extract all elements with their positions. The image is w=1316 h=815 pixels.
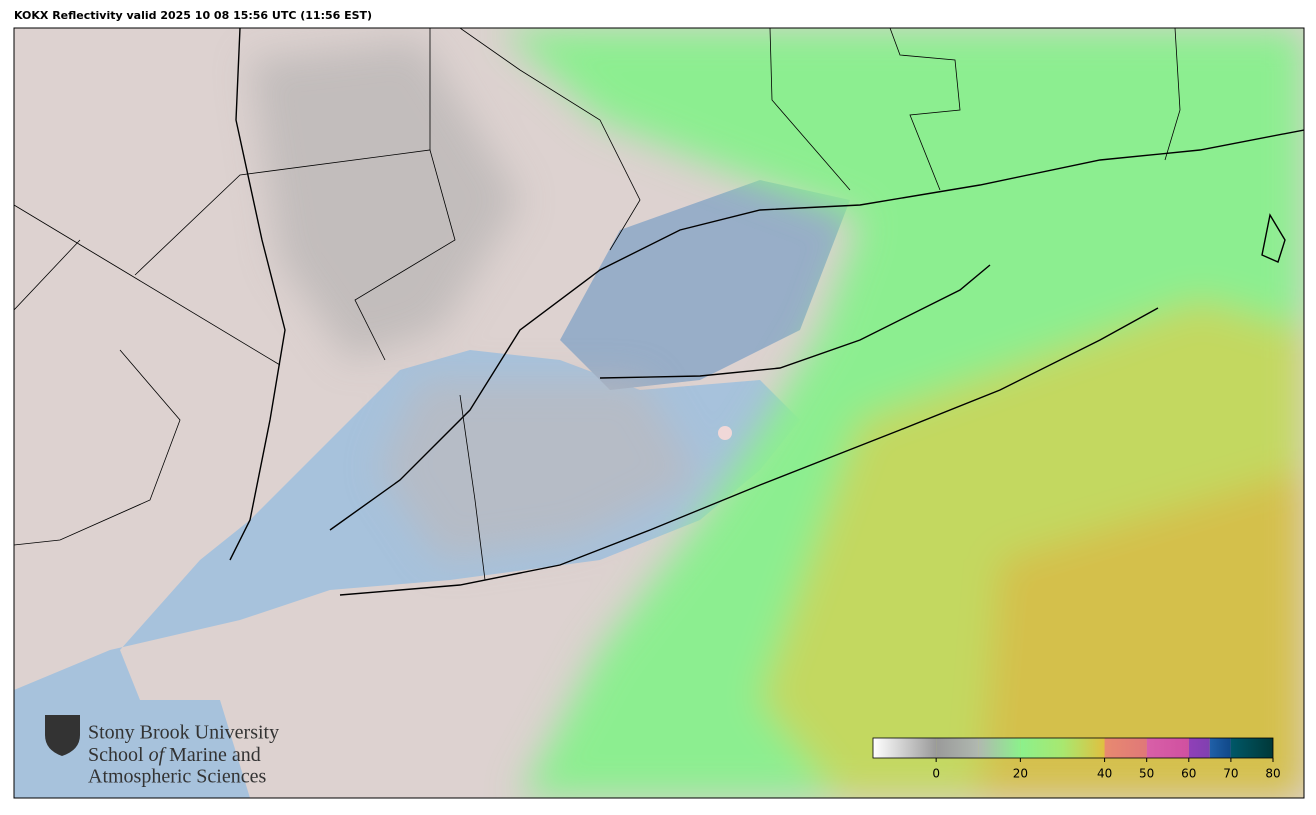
colorbar-segment [1062, 738, 1105, 758]
colorbar-segment [1230, 738, 1273, 758]
logo-word: of [149, 744, 167, 766]
logo-line: Atmospheric Sciences [88, 766, 266, 788]
colorbar-frame [872, 737, 1274, 759]
colorbar-tick-label: 0 [932, 767, 940, 781]
map-frame [13, 27, 1305, 799]
logo-line: School of Marine and [88, 744, 261, 766]
logo-line: Stony Brook University [88, 722, 279, 744]
colorbar-tick-label: 80 [1265, 767, 1280, 781]
colorbar-tick-label: 70 [1223, 767, 1238, 781]
colorbar-tick-label: 20 [1013, 767, 1028, 781]
colorbar-segment [1188, 738, 1210, 758]
logo-word: School [88, 744, 144, 766]
logo: Stony Brook University School of Marine … [45, 715, 279, 788]
colorbar-segment [1104, 738, 1147, 758]
title: KOKX Reflectivity valid 2025 10 08 15:56… [14, 9, 372, 22]
colorbar-tick-label: 60 [1181, 767, 1196, 781]
colorbar-tick-label: 40 [1097, 767, 1112, 781]
colorbar-segment [978, 738, 1021, 758]
colorbar: 0 20 40 50 60 70 80 [872, 737, 1281, 781]
colorbar-segment [1146, 738, 1189, 758]
colorbar-segment [873, 738, 937, 758]
colorbar-segment [1020, 738, 1063, 758]
colorbar-segment [936, 738, 979, 758]
colorbar-segment [1209, 738, 1231, 758]
logo-word: Marine and [169, 744, 261, 766]
map [14, 28, 1304, 798]
colorbar-tick-label: 50 [1139, 767, 1154, 781]
